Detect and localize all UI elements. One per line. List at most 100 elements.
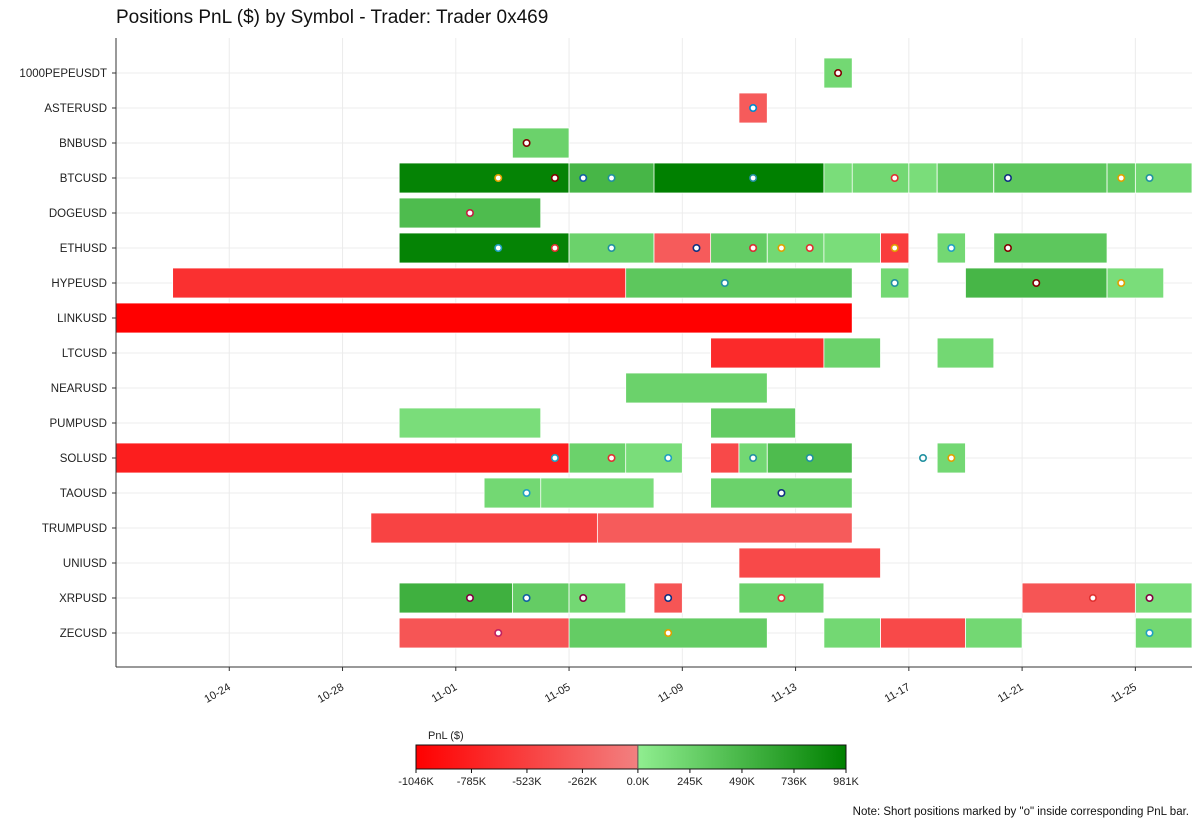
short-marker [692, 244, 701, 253]
colorbar-tick-label: -1046K [398, 776, 434, 788]
short-marker [1145, 628, 1154, 637]
position-bar [766, 232, 825, 264]
x-tick-label: 11-05 [543, 681, 573, 705]
short-marker [890, 174, 899, 183]
x-tick-label: 11-01 [430, 681, 460, 705]
position-bar [965, 617, 1023, 649]
y-tick-label: UNIUSD [63, 558, 107, 570]
y-tick-label: NEARUSD [51, 383, 107, 395]
position-bar [398, 407, 542, 439]
y-tick-label: SOLUSD [60, 453, 107, 465]
position-bar [710, 407, 796, 439]
colorbar-tick-label: -262K [568, 776, 598, 788]
colorbar-tick-label: 981K [833, 776, 859, 788]
y-tick-label: PUMPUSD [49, 418, 107, 430]
colorbar: PnL ($) -1046K -785K -523K -262K 0.0K 245K 490K… [398, 730, 859, 788]
short-marker [550, 244, 559, 253]
colorbar-frame [415, 744, 847, 770]
position-bar [823, 617, 881, 649]
y-tick-label: ZECUSD [60, 628, 107, 640]
y-tick-label: TRUMPUSD [42, 523, 107, 535]
short-marker [494, 244, 503, 253]
position-bar [823, 232, 881, 264]
short-marker [1117, 174, 1126, 183]
marker-layer [465, 69, 1154, 637]
short-marker [607, 453, 616, 462]
short-marker [1145, 593, 1154, 602]
short-marker [805, 453, 814, 462]
short-marker [777, 244, 786, 253]
footnote: Note: Short positions marked by "o" insi… [852, 806, 1189, 818]
short-marker [465, 209, 474, 218]
position-bar [398, 162, 570, 194]
short-marker [720, 278, 729, 287]
y-tick-label: HYPEUSD [51, 278, 107, 290]
colorbar-tick-label: 490K [729, 776, 755, 788]
short-marker [550, 453, 559, 462]
y-tick-label: 1000PEPEUSDT [19, 68, 107, 80]
x-tick-label: 11-17 [883, 681, 913, 705]
position-bar [936, 162, 995, 194]
grid-layer [116, 38, 1192, 667]
position-bar [398, 232, 570, 264]
short-marker [777, 593, 786, 602]
short-marker [607, 244, 616, 253]
position-bar [1021, 582, 1136, 614]
colorbar-positive [637, 745, 846, 769]
position-bar [625, 442, 683, 474]
short-marker [918, 453, 927, 462]
short-marker [749, 453, 758, 462]
position-bar [993, 232, 1108, 264]
short-marker [579, 593, 588, 602]
position-bar [710, 442, 740, 474]
short-marker [947, 244, 956, 253]
short-marker [947, 453, 956, 462]
short-marker [494, 174, 503, 183]
colorbar-tick-label: -785K [457, 776, 487, 788]
position-bar [625, 267, 853, 299]
short-marker [890, 278, 899, 287]
x-tick-label: 11-21 [996, 681, 1026, 705]
position-bar [738, 547, 881, 579]
short-marker [749, 104, 758, 113]
x-tick-label: 11-25 [1109, 681, 1139, 705]
short-marker [1088, 593, 1097, 602]
x-tick-label: 10-28 [316, 681, 346, 705]
y-tick-label: ETHUSD [60, 243, 107, 255]
x-tick-label: 11-13 [769, 681, 799, 705]
position-bar [370, 512, 627, 544]
short-marker [522, 488, 531, 497]
y-tick-label: DOGEUSD [49, 208, 107, 220]
position-bar [1134, 582, 1193, 614]
y-tick-label: BTCUSD [60, 173, 107, 185]
position-bar [710, 232, 768, 264]
position-bar [512, 127, 570, 159]
position-bar [568, 582, 627, 614]
colorbar-tick-label: -523K [512, 776, 542, 788]
position-bar [1106, 267, 1165, 299]
short-marker [607, 174, 616, 183]
short-marker [805, 244, 814, 253]
position-bar [1134, 162, 1193, 194]
y-tick-label: LTCUSD [62, 348, 107, 360]
short-marker [664, 453, 673, 462]
colorbar-tick-label: 0.0K [627, 776, 650, 788]
position-bar [823, 337, 881, 369]
position-bar [880, 617, 966, 649]
position-bar [936, 337, 995, 369]
short-marker [1032, 278, 1041, 287]
colorbar-tick-label: 245K [677, 776, 703, 788]
position-bar [908, 162, 938, 194]
short-marker [579, 174, 588, 183]
short-marker [1003, 244, 1012, 253]
short-marker [777, 488, 786, 497]
short-marker [494, 628, 503, 637]
short-marker [749, 244, 758, 253]
bar-layer [115, 57, 1193, 649]
short-marker [1003, 174, 1012, 183]
y-tick-label: TAOUSD [60, 488, 107, 500]
short-marker [664, 593, 673, 602]
position-bar [625, 372, 768, 404]
x-tick-label: 10-24 [202, 681, 232, 705]
